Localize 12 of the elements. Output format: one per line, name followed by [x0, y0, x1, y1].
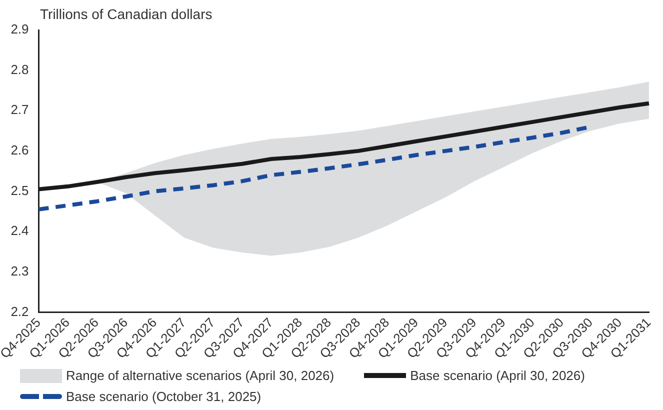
legend-label: Base scenario (April 30, 2026)	[410, 368, 585, 383]
text: Range of alternative scenarios (April 30, 2026)	[66, 368, 334, 383]
y-tick-label: 2.6	[10, 142, 29, 158]
y-tick-label: 2.5	[10, 182, 29, 198]
y-axis-title: Trillions of Canadian dollars	[40, 6, 212, 22]
y-tick-label: 2.2	[10, 304, 29, 319]
y-tick-label: 2.3	[10, 263, 29, 278]
legend-label: Base scenario (October 31, 2025)	[66, 389, 262, 404]
y-tick-label: 2.7	[10, 102, 29, 118]
y-tick-label: 2.4	[10, 223, 29, 238]
y-tick-label: 2.9	[10, 22, 29, 37]
y-tick-label: 2.8	[10, 62, 29, 77]
